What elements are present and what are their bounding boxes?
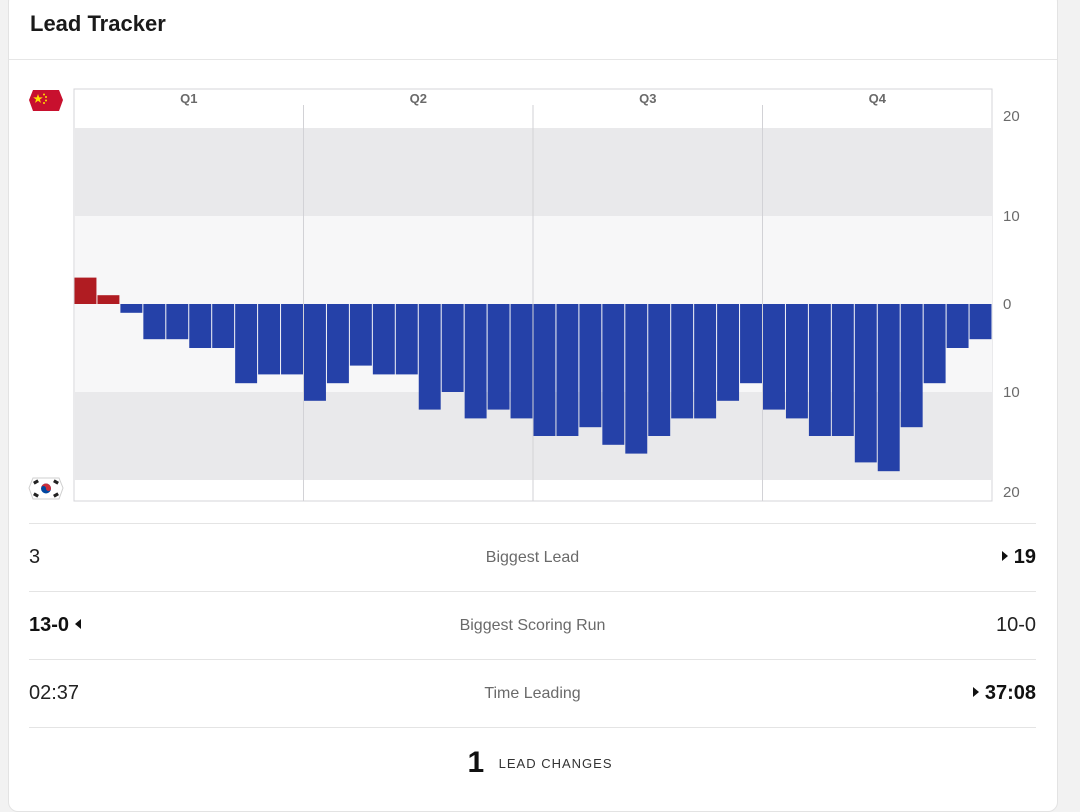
- lead-bar: [212, 304, 235, 348]
- lead-bar: [900, 304, 923, 428]
- time-leading-label: Time Leading: [484, 685, 581, 702]
- china-flag-icon: [29, 90, 63, 111]
- biggest-lead-left-value: 3: [29, 546, 41, 568]
- lead-bar: [97, 295, 120, 304]
- stat-row-time-leading: 02:37 Time Leading 37:08: [29, 659, 1036, 727]
- lead-bar: [372, 304, 395, 375]
- korea-flag-icon: [28, 477, 64, 500]
- lead-bar: [923, 304, 946, 384]
- lead-bar: [969, 304, 992, 340]
- lead-bar: [143, 304, 166, 340]
- lead-bar: [740, 304, 762, 384]
- lead-bar: [326, 304, 349, 384]
- lead-bar: [464, 304, 487, 419]
- quarter-label: Q1: [180, 91, 197, 106]
- stat-row-biggest-run: 13-0 Biggest Scoring Run 10-0: [29, 591, 1036, 659]
- biggest-lead-right-value: 19: [1013, 546, 1036, 568]
- flag-trigram: [53, 492, 59, 498]
- flag-star: [45, 99, 47, 102]
- lead-bar: [258, 304, 281, 375]
- lead-bar: [831, 304, 854, 436]
- stat-row-lead-changes: [29, 727, 1036, 798]
- biggest-run-label: Biggest Scoring Run: [459, 617, 606, 634]
- lead-bar: [281, 304, 303, 375]
- lead-bar: [441, 304, 464, 392]
- lead-changes-label: LEAD CHANGES: [498, 755, 613, 771]
- flag-trigram: [33, 492, 39, 498]
- lead-changes-count: 1: [467, 746, 485, 779]
- lead-bar: [579, 304, 602, 428]
- lead-chart-svg: Q1 Q2 Q3 Q4 20 10 0 10 20: [28, 88, 1020, 502]
- lead-bar: [120, 304, 143, 313]
- lead-bar: [418, 304, 441, 410]
- quarter-label: Q2: [410, 91, 427, 106]
- biggest-run-left: 13-0: [29, 592, 82, 659]
- leader-indicator-icon: [972, 687, 979, 697]
- flag-trigram: [33, 479, 39, 485]
- lead-bar: [533, 304, 556, 436]
- lead-bar: [946, 304, 969, 348]
- lead-bar: [854, 304, 877, 463]
- lead-bar: [785, 304, 808, 419]
- lead-bar: [235, 304, 258, 384]
- lead-bar: [304, 304, 326, 401]
- stat-row-biggest-lead: 3 Biggest Lead 19: [29, 523, 1036, 591]
- lead-bar: [648, 304, 671, 436]
- biggest-run-left-value: 13-0: [29, 614, 70, 636]
- lead-bar: [510, 304, 533, 419]
- lead-bar: [487, 304, 510, 410]
- lead-bar: [763, 304, 785, 410]
- lead-bar: [166, 304, 189, 340]
- flag-star: [45, 96, 47, 98]
- time-leading-right-value: 37:08: [984, 682, 1036, 704]
- lead-bar: [625, 304, 648, 454]
- lead-chart: Q1 Q2 Q3 Q4 20 10 0 10 20: [28, 88, 1020, 502]
- flag-trigram: [53, 479, 59, 485]
- y-tick-label: 20: [1003, 108, 1020, 125]
- card-header: Lead Tracker: [9, 1, 1057, 60]
- biggest-run-right-value: 10-0: [995, 614, 1036, 636]
- lead-bar: [877, 304, 900, 472]
- card-title: Lead Tracker: [30, 11, 166, 36]
- quarter-label: Q3: [639, 91, 656, 106]
- y-tick-label: 10: [1003, 208, 1020, 225]
- lead-bar: [671, 304, 694, 419]
- time-leading-right: 37:08: [972, 660, 1036, 727]
- y-tick-label: 10: [1003, 384, 1020, 401]
- lead-bar: [808, 304, 831, 436]
- lead-bar: [74, 277, 97, 304]
- leader-indicator-icon: [1001, 551, 1008, 561]
- lead-bar: [556, 304, 579, 436]
- biggest-lead-label: Biggest Lead: [485, 549, 580, 566]
- flag-star: [33, 94, 43, 103]
- lead-bar: [694, 304, 717, 419]
- lead-bar: [349, 304, 372, 366]
- lead-bar: [189, 304, 212, 348]
- y-tick-label: 20: [1003, 484, 1020, 501]
- lead-bar: [395, 304, 418, 375]
- flag-star: [43, 93, 45, 96]
- lead-changes: 1 LEAD CHANGES: [0, 746, 1080, 780]
- biggest-lead-right: 19: [1001, 524, 1036, 591]
- y-tick-label: 0: [1003, 296, 1011, 313]
- lead-bar: [717, 304, 740, 401]
- lead-bar: [602, 304, 625, 445]
- flag-taegeuk: [41, 483, 51, 491]
- flag-star: [43, 102, 45, 104]
- time-leading-left-value: 02:37: [29, 682, 80, 704]
- quarter-label: Q4: [869, 91, 887, 106]
- leader-indicator-icon: [75, 619, 82, 629]
